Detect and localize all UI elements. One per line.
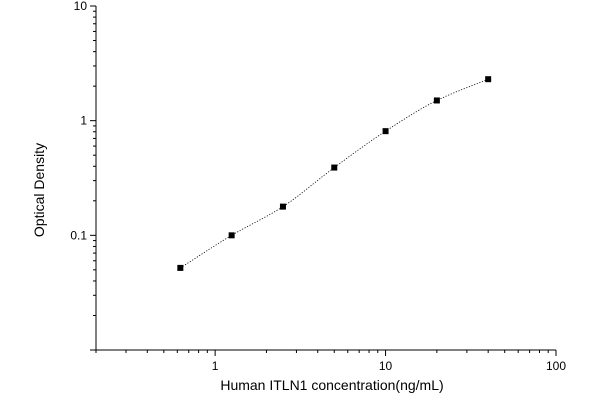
data-point (382, 128, 389, 135)
data-point (433, 97, 440, 104)
x-axis-title: Human ITLN1 concentration(ng/mL) (220, 377, 443, 393)
data-point (331, 164, 338, 171)
data-point (177, 264, 184, 271)
axes (90, 5, 557, 356)
y-axis-title: Optical Density (31, 143, 47, 237)
fit-curve (180, 78, 489, 269)
y-tick-label: 0.1 (70, 228, 87, 242)
data-point (485, 76, 492, 83)
y-tick-label: 10 (74, 0, 88, 13)
data-points (177, 76, 492, 271)
y-tick-label: 1 (80, 114, 87, 128)
x-tick-label: 10 (379, 359, 393, 373)
x-tick-label: 1 (212, 359, 219, 373)
data-point (228, 232, 235, 239)
x-tick-label: 100 (546, 359, 566, 373)
data-point (279, 203, 286, 210)
fit-curve-layer (180, 78, 489, 269)
tick-labels: 1 10 100 0.1 1 10 (70, 0, 566, 373)
